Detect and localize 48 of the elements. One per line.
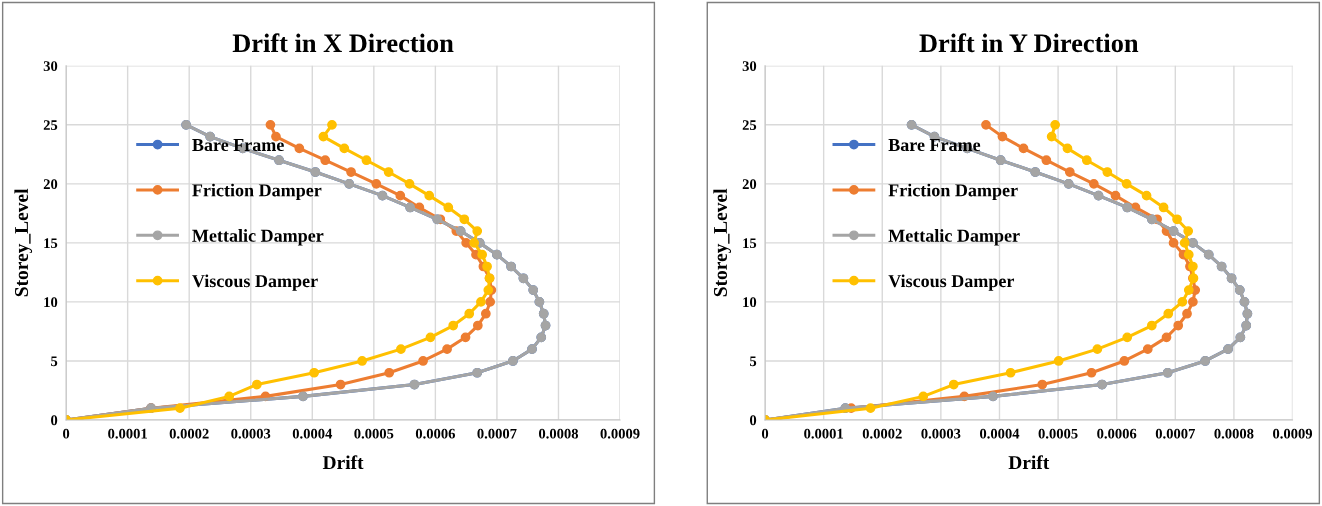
x-tick-label: 0.0004 — [979, 428, 1020, 439]
x-tick-label: 0.0001 — [108, 428, 147, 439]
legend-label: Friction Damper — [192, 183, 322, 201]
x-tick-label: 0.0009 — [600, 428, 640, 439]
y-tick-label: 30 — [43, 61, 58, 71]
chart-title: Drift in Y Direction — [919, 33, 1139, 53]
legend-label: Bare Frame — [888, 139, 981, 152]
y-tick-label: 0 — [749, 415, 757, 426]
y-axis-title: Storey_Level — [14, 188, 33, 297]
legend-label: Mettalic Damper — [192, 229, 324, 246]
x-tick-label: 0.0005 — [354, 428, 394, 439]
y-tick-label: 5 — [750, 356, 757, 367]
y-tick-label: 20 — [43, 179, 58, 190]
y-tick-label: 10 — [44, 297, 58, 308]
y-tick-label: 30 — [742, 61, 757, 71]
x-tick-label: 0.0003 — [921, 428, 961, 439]
y-tick-label: 10 — [743, 297, 757, 308]
y-tick-label: 20 — [742, 179, 757, 190]
y-tick-label: 25 — [43, 120, 58, 131]
y-tick-label: 15 — [743, 238, 757, 249]
x-tick-label: 0.0009 — [1273, 428, 1313, 439]
x-tick-label: 0.0001 — [804, 428, 843, 439]
x-tick-label: 0.0002 — [862, 428, 902, 439]
x-tick-label: 0.0008 — [538, 428, 579, 439]
x-tick-label: 0.0002 — [169, 428, 209, 439]
legend-label: Viscous Damper — [192, 274, 318, 291]
legend-label: Bare Frame — [192, 139, 284, 152]
x-tick-label: 0.0004 — [292, 428, 333, 439]
y-tick-label: 15 — [44, 238, 58, 249]
x-tick-label: 0 — [761, 428, 769, 439]
y-axis-title: Storey_Level — [713, 188, 732, 297]
legend-label: Friction Damper — [888, 183, 1018, 201]
y-tick-label: 25 — [742, 120, 757, 131]
chart-title: Drift in X Direction — [232, 33, 454, 53]
x-axis-title: Drift — [322, 455, 364, 470]
x-tick-label: 0 — [63, 428, 70, 439]
legend-label: Mettalic Damper — [888, 229, 1020, 246]
y-tick-label: 5 — [51, 356, 58, 367]
x-tick-label: 0.0007 — [477, 428, 517, 439]
x-tick-label: 0.0005 — [1038, 428, 1078, 439]
x-tick-label: 0.0006 — [415, 428, 455, 439]
legend-label: Viscous Damper — [888, 274, 1015, 291]
x-tick-label: 0.0003 — [231, 428, 271, 439]
x-tick-label: 0.0006 — [1097, 428, 1137, 439]
x-axis-title: Drift — [1008, 455, 1050, 470]
x-tick-label: 0.0007 — [1155, 428, 1195, 439]
x-tick-label: 0.0008 — [1214, 428, 1254, 439]
y-tick-label: 0 — [51, 415, 58, 426]
